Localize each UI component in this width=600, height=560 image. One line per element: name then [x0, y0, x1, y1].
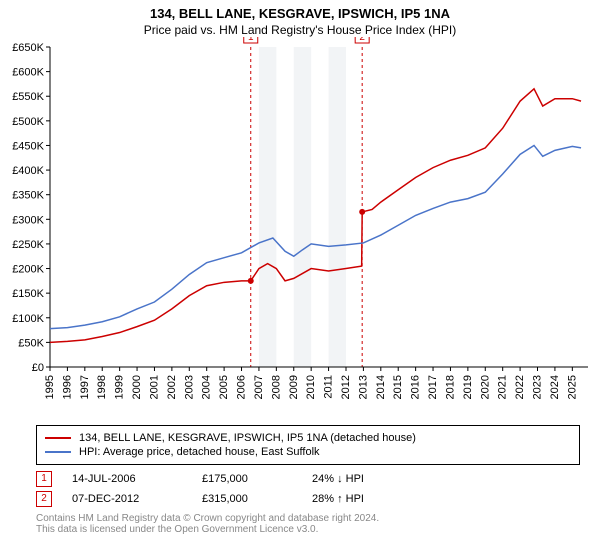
marker-date: 07-DEC-2012	[72, 493, 202, 505]
legend-swatch	[45, 437, 71, 439]
svg-text:2007: 2007	[253, 375, 265, 399]
svg-text:2020: 2020	[479, 375, 491, 399]
titles: 134, BELL LANE, KESGRAVE, IPSWICH, IP5 1…	[0, 0, 600, 37]
svg-text:£300K: £300K	[12, 214, 44, 226]
svg-text:1996: 1996	[61, 375, 73, 399]
svg-text:2003: 2003	[183, 375, 195, 399]
svg-text:1997: 1997	[79, 375, 91, 399]
legend-label: HPI: Average price, detached house, East…	[79, 446, 320, 458]
svg-text:2010: 2010	[305, 375, 317, 399]
svg-text:1995: 1995	[44, 375, 56, 399]
svg-text:2014: 2014	[375, 375, 387, 399]
svg-text:2018: 2018	[444, 375, 456, 399]
marker-delta: 28% ↑ HPI	[312, 493, 422, 505]
svg-text:2017: 2017	[427, 375, 439, 399]
marker-row: 1 14-JUL-2006 £175,000 24% ↓ HPI	[36, 471, 580, 487]
svg-text:2012: 2012	[340, 375, 352, 399]
svg-text:£600K: £600K	[12, 67, 44, 79]
svg-text:2024: 2024	[549, 375, 561, 399]
svg-text:2016: 2016	[410, 375, 422, 399]
footer: Contains HM Land Registry data © Crown c…	[36, 513, 580, 535]
svg-text:2025: 2025	[566, 375, 578, 399]
svg-text:£200K: £200K	[12, 264, 44, 276]
svg-text:£150K: £150K	[12, 288, 44, 300]
svg-text:2004: 2004	[201, 375, 213, 399]
marker-number-box: 1	[36, 471, 52, 487]
legend: 134, BELL LANE, KESGRAVE, IPSWICH, IP5 1…	[36, 425, 580, 465]
footer-licence: This data is licensed under the Open Gov…	[36, 524, 580, 535]
svg-text:2001: 2001	[148, 375, 160, 399]
svg-text:£650K: £650K	[12, 42, 44, 54]
marker-number-box: 2	[36, 491, 52, 507]
svg-text:2005: 2005	[218, 375, 230, 399]
marker-date: 14-JUL-2006	[72, 473, 202, 485]
marker-table: 1 14-JUL-2006 £175,000 24% ↓ HPI 2 07-DE…	[36, 471, 580, 507]
svg-text:£100K: £100K	[12, 313, 44, 325]
legend-item: HPI: Average price, detached house, East…	[45, 446, 571, 458]
svg-text:£500K: £500K	[12, 116, 44, 128]
marker-price: £175,000	[202, 473, 312, 485]
svg-text:£550K: £550K	[12, 91, 44, 103]
marker-price: £315,000	[202, 493, 312, 505]
svg-text:2008: 2008	[270, 375, 282, 399]
legend-item: 134, BELL LANE, KESGRAVE, IPSWICH, IP5 1…	[45, 432, 571, 444]
svg-text:2023: 2023	[532, 375, 544, 399]
svg-text:2013: 2013	[357, 375, 369, 399]
svg-text:£350K: £350K	[12, 190, 44, 202]
svg-text:2009: 2009	[288, 375, 300, 399]
svg-text:1998: 1998	[96, 375, 108, 399]
footer-copyright: Contains HM Land Registry data © Crown c…	[36, 513, 580, 524]
title-subtitle: Price paid vs. HM Land Registry's House …	[0, 23, 600, 37]
svg-text:£50K: £50K	[18, 337, 44, 349]
svg-text:£400K: £400K	[12, 165, 44, 177]
svg-text:1: 1	[248, 37, 254, 43]
svg-text:2002: 2002	[166, 375, 178, 399]
svg-text:1999: 1999	[114, 375, 126, 399]
svg-text:2: 2	[359, 37, 365, 43]
chart-container: 134, BELL LANE, KESGRAVE, IPSWICH, IP5 1…	[0, 0, 600, 535]
svg-text:£250K: £250K	[12, 239, 44, 251]
svg-text:2015: 2015	[392, 375, 404, 399]
svg-text:2021: 2021	[497, 375, 509, 399]
plot-area: 1 2 £0 £50K £100K £150K £200K £250K £300K £350K £4…	[0, 37, 600, 417]
legend-swatch	[45, 451, 71, 453]
line-chart: 1 2 £0 £50K £100K £150K £200K £250K £300K £350K £4…	[0, 37, 600, 417]
svg-text:2019: 2019	[462, 375, 474, 399]
svg-text:2011: 2011	[323, 375, 335, 399]
svg-text:2000: 2000	[131, 375, 143, 399]
svg-text:2006: 2006	[236, 375, 248, 399]
svg-text:£450K: £450K	[12, 140, 44, 152]
svg-text:2022: 2022	[514, 375, 526, 399]
svg-text:£0: £0	[32, 362, 44, 374]
marker-delta: 24% ↓ HPI	[312, 473, 422, 485]
title-address: 134, BELL LANE, KESGRAVE, IPSWICH, IP5 1…	[0, 6, 600, 21]
legend-label: 134, BELL LANE, KESGRAVE, IPSWICH, IP5 1…	[79, 432, 416, 444]
marker-row: 2 07-DEC-2012 £315,000 28% ↑ HPI	[36, 491, 580, 507]
